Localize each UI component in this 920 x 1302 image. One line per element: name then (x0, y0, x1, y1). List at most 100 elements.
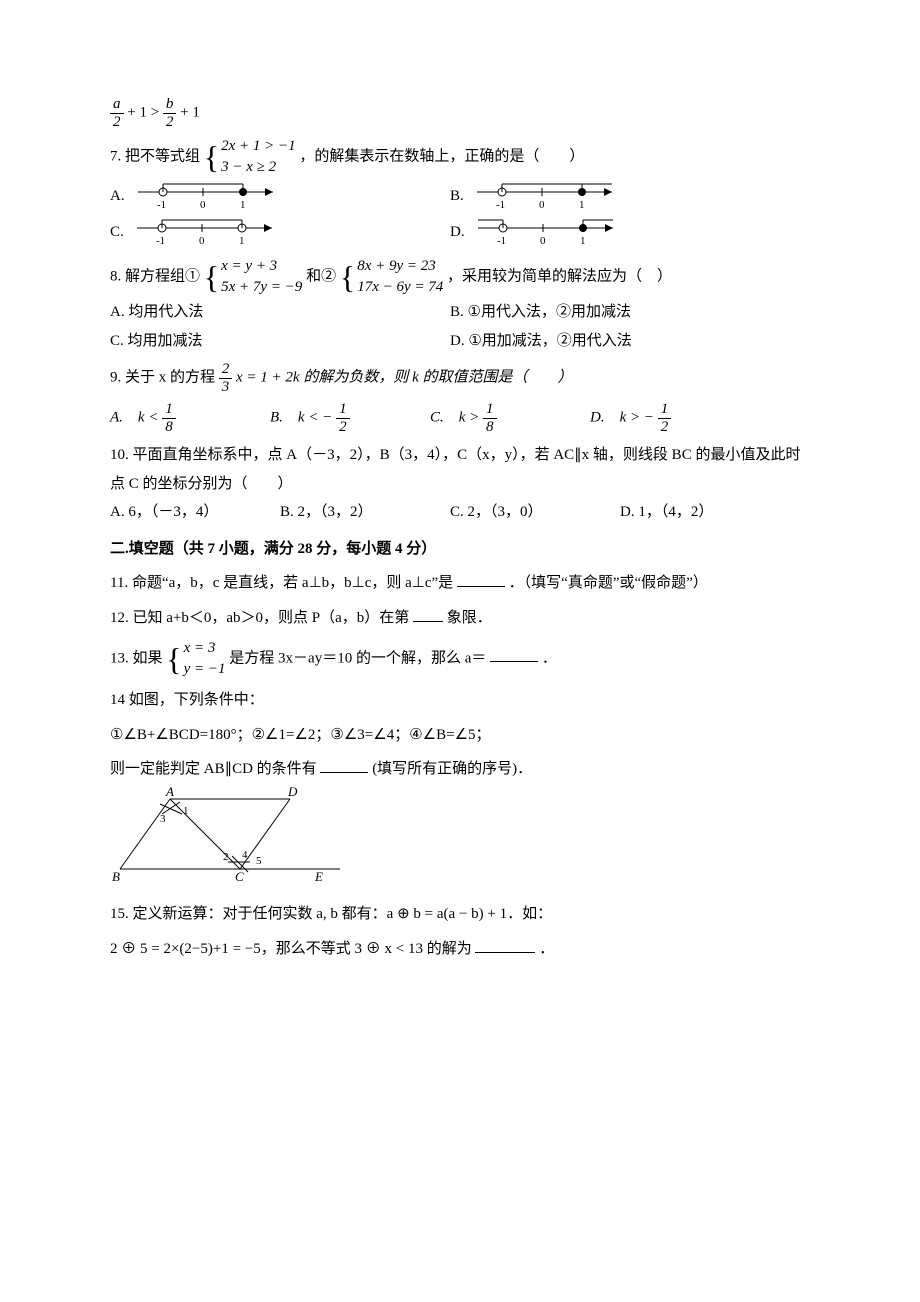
q10-opt-c: C. 2，（3，0） (450, 498, 620, 527)
den: 8 (483, 419, 497, 436)
svg-text:E: E (314, 869, 323, 884)
svg-text:1: 1 (579, 199, 585, 211)
num: 1 (336, 401, 350, 419)
q8-opts-r2: C. 均用加减法 D. ①用加减法，②用代入法 (110, 327, 810, 356)
q10-opt-b: B. 2，（3，2） (280, 498, 450, 527)
svg-text:2: 2 (223, 851, 229, 863)
q8-mid: 和② (306, 268, 336, 284)
line1: x = 3 (184, 638, 226, 659)
den: 2 (163, 114, 177, 131)
q9: 9. 关于 x 的方程 2 3 x = 1 + 2k 的解为负数，则 k 的取值… (110, 361, 810, 395)
q7-opt-d: D. -1 0 1 (450, 214, 790, 250)
q9-opt-b: B. k < − 1 2 (270, 401, 430, 435)
q8-stem-b: ，采用较为简单的解法应为（ ） (447, 268, 672, 284)
frac-a2: a 2 (110, 96, 124, 130)
label: B. k < − (270, 409, 332, 425)
frac: 1 8 (162, 401, 176, 435)
q7-options-row1: A. -1 0 1 B. -1 0 1 (110, 178, 810, 214)
q7-stem-a: 7. 把不等式组 (110, 148, 200, 164)
q9-opts: A. k < 1 8 B. k < − 1 2 C. k > 1 8 D. k … (110, 401, 810, 435)
q12: 12. 已知 a+b＜0，ab＞0，则点 P（a，b）在第 象限． (110, 604, 810, 633)
q8-sys2: { 8x + 9y = 23 17x − 6y = 74 (340, 256, 443, 298)
q7-options-row2: C. -1 0 1 D. -1 0 1 (110, 214, 810, 250)
q7-stem-b: ，的解集表示在数轴上，正确的是（ ） (299, 148, 584, 164)
q10-opt-d: D. 1，（4，2） (620, 498, 770, 527)
blank (457, 570, 505, 588)
q6-residual: a 2 + 1 > b 2 + 1 (110, 96, 810, 130)
line1: 2x + 1 > −1 (221, 136, 296, 157)
q14-figure: A D B C E 1 3 2 4 5 (110, 784, 810, 895)
q9-opt-c: C. k > 1 8 (430, 401, 590, 435)
q7-opt-a: A. -1 0 1 (110, 178, 450, 214)
q8-opt-b: B. ①用代入法，②用加减法 (450, 298, 790, 327)
numberline-a-icon: -1 0 1 (133, 178, 283, 214)
svg-text:-1: -1 (156, 235, 165, 247)
q15-b: 2 ⊕ 5 = 2×(2−5)+1 = −5，那么不等式 3 ⊕ x < 13 … (110, 941, 472, 957)
line2: 5x + 7y = −9 (221, 277, 302, 298)
num: 1 (162, 401, 176, 419)
line1: 8x + 9y = 23 (357, 256, 443, 277)
q7-opt-c: C. -1 0 1 (110, 214, 450, 250)
brace-icon: { (340, 261, 355, 293)
q13-a: 13. 如果 (110, 650, 163, 666)
q8: 8. 解方程组① { x = y + 3 5x + 7y = −9 和② { 8… (110, 256, 810, 298)
q14-l2: ①∠B+∠BCD=180°；②∠1=∠2；③∠3=∠4；④∠B=∠5； (110, 721, 810, 750)
svg-text:-1: -1 (496, 199, 505, 211)
frac: 1 2 (658, 401, 672, 435)
q7-opt-b: B. -1 0 1 (450, 178, 790, 214)
q8-opt-d: D. ①用加减法，②用代入法 (450, 327, 790, 356)
brace-icon: { (166, 643, 181, 675)
q9-opt-a: A. k < 1 8 (110, 401, 270, 435)
blank (320, 756, 368, 774)
q7-system: { 2x + 1 > −1 3 − x ≥ 2 (204, 136, 296, 178)
blank (413, 604, 443, 622)
svg-text:0: 0 (200, 199, 206, 211)
numberline-d-icon: -1 0 1 (473, 214, 623, 250)
svg-text:C: C (235, 869, 244, 884)
brace-icon: { (204, 261, 219, 293)
num: 1 (658, 401, 672, 419)
q10-opt-a: A. 6，（－3，4） (110, 498, 280, 527)
q11-b: ．（填写“真命题”或“假命题”） (509, 575, 708, 591)
svg-text:1: 1 (240, 199, 246, 211)
line2: 17x − 6y = 74 (357, 277, 443, 298)
num: 1 (483, 401, 497, 419)
num: b (163, 96, 177, 114)
q14-l3a: 则一定能判定 AB∥CD 的条件有 (110, 761, 317, 777)
frac: 1 2 (336, 401, 350, 435)
q8-stem-a: 8. 解方程组① (110, 268, 200, 284)
den: 3 (219, 379, 233, 396)
svg-text:A: A (165, 784, 174, 799)
frac: 1 8 (483, 401, 497, 435)
svg-text:1: 1 (183, 805, 189, 817)
label: B. (450, 182, 464, 211)
q7: 7. 把不等式组 { 2x + 1 > −1 3 − x ≥ 2 ，的解集表示在… (110, 136, 810, 178)
svg-text:D: D (287, 784, 298, 799)
q8-opt-c: C. 均用加减法 (110, 327, 450, 356)
q13-sys: { x = 3 y = −1 (166, 638, 225, 680)
line2: y = −1 (184, 659, 226, 680)
den: 2 (110, 114, 124, 131)
q8-sys1: { x = y + 3 5x + 7y = −9 (204, 256, 303, 298)
frac-23: 2 3 (219, 361, 233, 395)
label: A. k < (110, 409, 158, 425)
q14-l3b: (填写所有正确的序号)． (372, 761, 532, 777)
q11-a: 11. 命题“a，b，c 是直线，若 a⊥b，b⊥c，则 a⊥c”是 (110, 575, 457, 591)
line1: x = y + 3 (221, 256, 302, 277)
q9-stem-b: x = 1 + 2k 的解为负数，则 k 的取值范围是（ ） (236, 369, 572, 385)
num: 2 (219, 361, 233, 379)
den: 2 (658, 419, 672, 436)
svg-text:B: B (112, 869, 120, 884)
svg-text:0: 0 (540, 235, 546, 247)
svg-text:0: 0 (539, 199, 545, 211)
text: + 1 > (127, 104, 159, 120)
q8-opt-a: A. 均用代入法 (110, 298, 450, 327)
brace-icon: { (204, 141, 219, 173)
q10-opts: A. 6，（－3，4） B. 2，（3，2） C. 2，（3，0） D. 1，（… (110, 498, 810, 527)
svg-text:1: 1 (580, 235, 586, 247)
text: + 1 (180, 104, 200, 120)
svg-text:-1: -1 (497, 235, 506, 247)
q13-c: ． (542, 650, 557, 666)
svg-text:1: 1 (239, 235, 245, 247)
q11: 11. 命题“a，b，c 是直线，若 a⊥b，b⊥c，则 a⊥c”是 ．（填写“… (110, 569, 810, 598)
